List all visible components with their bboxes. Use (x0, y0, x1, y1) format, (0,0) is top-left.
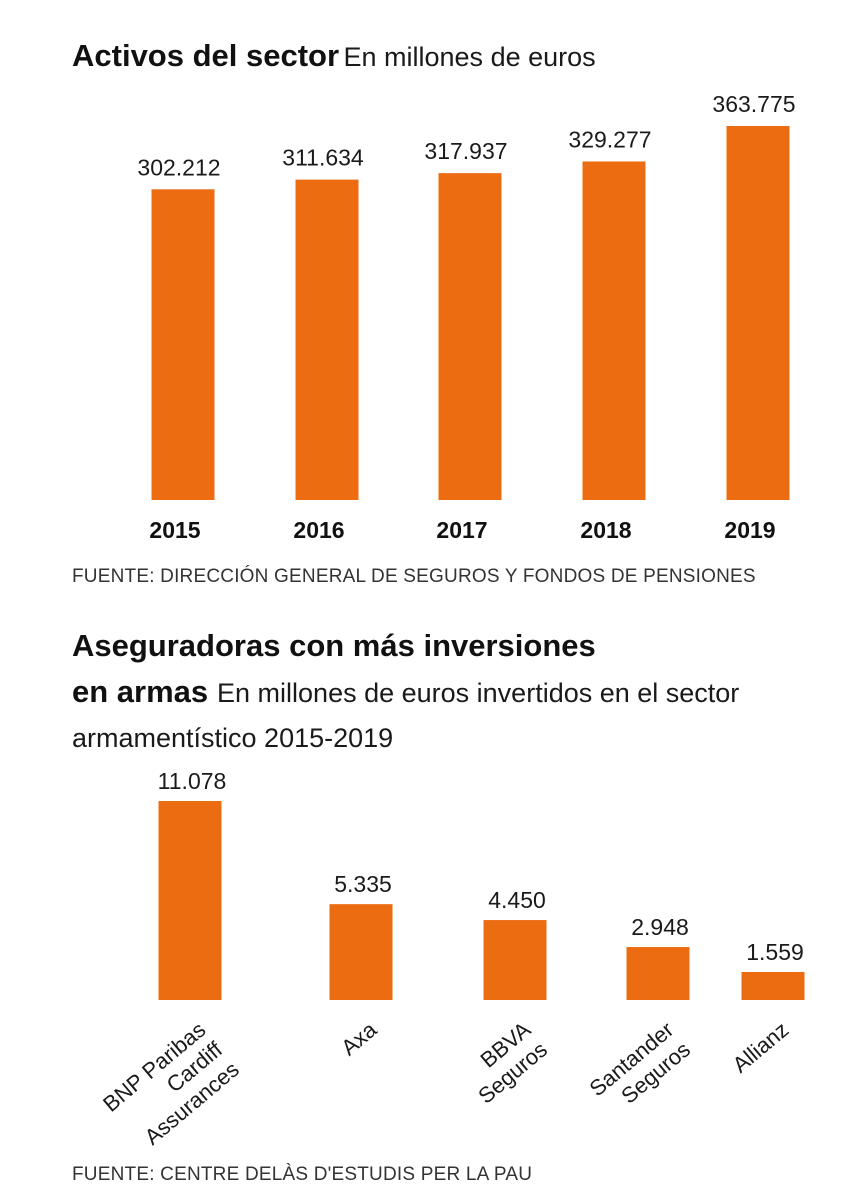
chart1-bar-2018 (582, 161, 646, 501)
chart2-category-label: Axa (336, 1016, 382, 1060)
chart2-title: Aseguradoras con más inversiones en arma… (72, 626, 792, 763)
chart1-source: FUENTE: DIRECCIÓN GENERAL DE SEGUROS Y F… (72, 566, 756, 587)
chart1-value-label: 363.775 (712, 91, 795, 117)
chart1-category-label: 2019 (724, 517, 775, 543)
chart2-title-line1: Aseguradoras con más inversiones (72, 628, 596, 663)
chart2-value-label: 2.948 (631, 914, 689, 940)
chart2-bar (158, 801, 222, 1000)
chart1-bar-chart: 302.212 2015 311.634 2016 317.937 2017 329.277… (137, 91, 795, 543)
chart2-value-label: 11.078 (158, 768, 227, 794)
chart1-subtitle: En millones de euros (343, 42, 596, 72)
chart1-value-label: 311.634 (282, 145, 364, 171)
chart2-subtitle: En millones de euros invertidos en el se… (72, 678, 740, 753)
chart2-value-label: 4.450 (488, 887, 546, 913)
chart1-bar-2019 (726, 126, 790, 500)
chart2-category-label: Allianz (728, 1017, 794, 1078)
chart2-title-line2: en armas (72, 674, 209, 709)
chart1-title-text: Activos del sector (72, 38, 340, 73)
chart1-title: Activos del sector En millones de euros (72, 38, 596, 74)
chart1-category-label: 2015 (149, 517, 200, 543)
chart2-value-label: 5.335 (334, 871, 392, 897)
chart2-bar (626, 947, 690, 1000)
chart2-source: FUENTE: CENTRE DELÀS D'ESTUDIS PER LA PA… (72, 1164, 533, 1185)
chart2-bar (329, 904, 393, 1000)
chart1-category-label: 2018 (580, 517, 631, 543)
chart2-bar (741, 971, 805, 1000)
chart2-bar (483, 920, 547, 1000)
chart1-bar-2015 (151, 189, 215, 501)
chart2-category-label-line: Allianz (728, 1017, 794, 1078)
chart2-value-label: 1.559 (746, 939, 804, 965)
chart1-value-label: 329.277 (568, 126, 651, 152)
chart1-bar-2016 (295, 179, 359, 501)
chart1-value-label: 302.212 (137, 154, 220, 180)
chart1-category-label: 2016 (293, 517, 344, 543)
chart1-value-label: 317.937 (424, 138, 507, 164)
chart1-category-label: 2017 (436, 517, 487, 543)
chart1-bar-2017 (438, 173, 502, 501)
chart2-category-label-line: Axa (336, 1016, 382, 1060)
